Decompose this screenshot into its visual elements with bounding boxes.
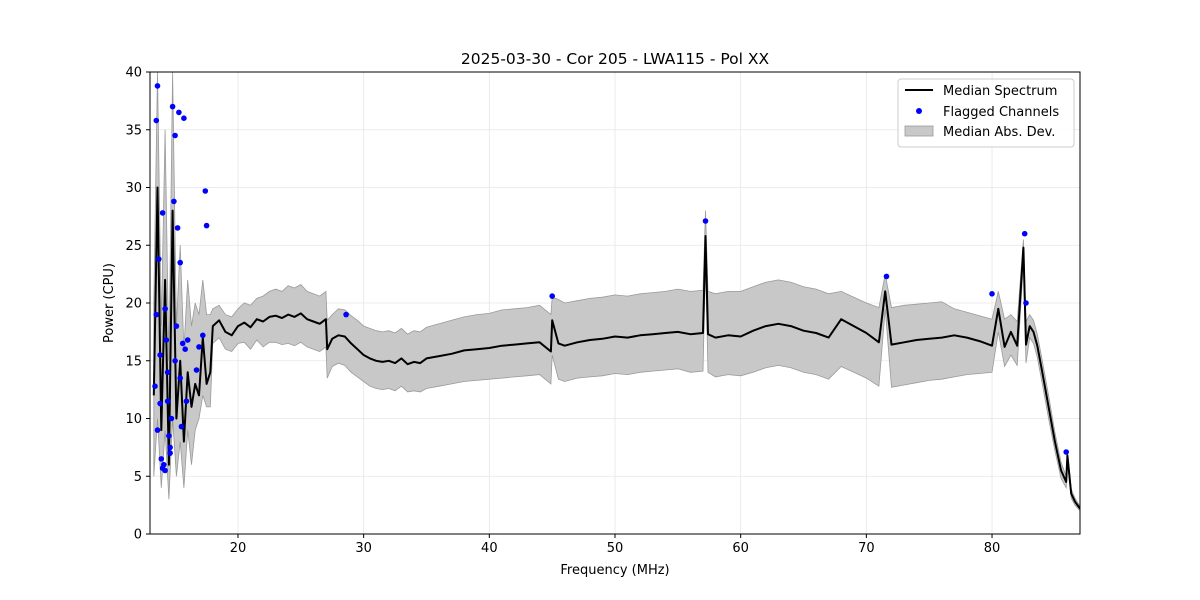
flagged-channel-point [176,109,182,116]
flagged-channel-point [162,306,168,312]
x-tick-label: 70 [858,541,875,556]
legend-band-swatch [904,125,934,137]
flagged-channel-point [1021,230,1028,237]
y-tick-label: 35 [125,123,142,138]
flagged-channel-point [171,198,177,205]
y-axis-label: Power (CPU) [102,263,117,343]
mad-band-layer [153,72,1080,512]
flagged-channel-point [164,398,171,405]
x-axis-ticks: 20 30 40 50 60 70 80 [230,534,1001,556]
x-tick-label: 60 [732,541,749,556]
flagged-channel-point [183,398,190,405]
y-tick-label: 25 [125,239,142,254]
y-tick-label: 10 [125,412,142,427]
flagged-channel-point [167,444,173,451]
flagged-channel-point [153,311,160,318]
flagged-channel-point [200,332,206,339]
y-tick-label: 20 [125,297,142,312]
flagged-channel-point [168,415,175,422]
flagged-channel-point [162,467,168,474]
legend-label-mad: Median Abs. Dev. [943,125,1055,140]
flagged-channel-point [164,369,171,376]
flagged-channel-point [158,456,165,462]
flagged-channel-point [166,433,172,439]
flagged-channel-point [157,352,163,358]
flagged-channel-point [196,344,202,350]
flagged-channel-point [152,383,158,390]
flagged-channel-point [193,367,200,373]
flagged-channel-point [174,225,181,231]
flagged-channel-point [161,461,167,468]
legend: Median Spectrum Flagged Channels Median … [897,78,1075,148]
flagged-channel-point [883,273,890,280]
y-tick-label: 0 [134,528,142,543]
flagged-channel-point [159,210,166,216]
flagged-channel-point [989,291,995,297]
y-axis-ticks: 0 5 10 15 20 25 30 35 40 [125,66,150,543]
flagged-channel-point [156,256,162,262]
flagged-channel-point [549,293,555,299]
flagged-channel-point [177,375,183,381]
y-tick-label: 5 [134,470,142,485]
chart-title: 2025-03-30 - Cor 205 - LWA115 - Pol XX [461,50,770,68]
flagged-channel-point [154,83,161,89]
flagged-channel-point [343,311,349,318]
flagged-channel-point [172,358,178,364]
flagged-channel-point [184,337,191,343]
x-tick-label: 40 [481,541,498,556]
x-tick-label: 50 [607,541,624,556]
median-spectrum-line [152,186,1080,510]
flagged-channel-point [154,427,161,433]
flagged-points-layer [152,83,1069,474]
legend-label-median: Median Spectrum [943,84,1057,99]
flagged-channel-point [702,218,709,224]
median-line-layer [152,186,1080,510]
flagged-channel-point [181,115,187,121]
flagged-channel-point [157,400,163,407]
flagged-channel-point [178,423,185,430]
flagged-channel-point [177,259,183,266]
flagged-channel-point [173,323,180,329]
flagged-channel-point [172,132,178,139]
flagged-channel-point [203,222,210,229]
flagged-channel-point [1063,449,1069,455]
x-tick-label: 80 [984,541,1001,556]
legend-box [897,78,1075,148]
flagged-channel-point [169,103,176,110]
x-axis-label: Frequency (MHz) [560,563,669,578]
flagged-channel-point [202,188,209,194]
x-tick-label: 30 [355,541,372,556]
flagged-channel-point [163,337,170,343]
mad-band [153,72,1080,512]
flagged-channel-point [153,117,160,124]
x-tick-label: 20 [230,541,247,556]
y-tick-label: 15 [125,354,142,369]
y-tick-label: 30 [125,181,142,196]
flagged-channel-point [1023,300,1029,306]
flagged-channel-point [167,450,173,456]
y-tick-label: 40 [125,66,142,81]
legend-point-swatch [916,108,922,114]
flagged-channel-point [179,340,186,347]
legend-label-flagged: Flagged Channels [943,105,1059,120]
flagged-channel-point [182,346,188,353]
